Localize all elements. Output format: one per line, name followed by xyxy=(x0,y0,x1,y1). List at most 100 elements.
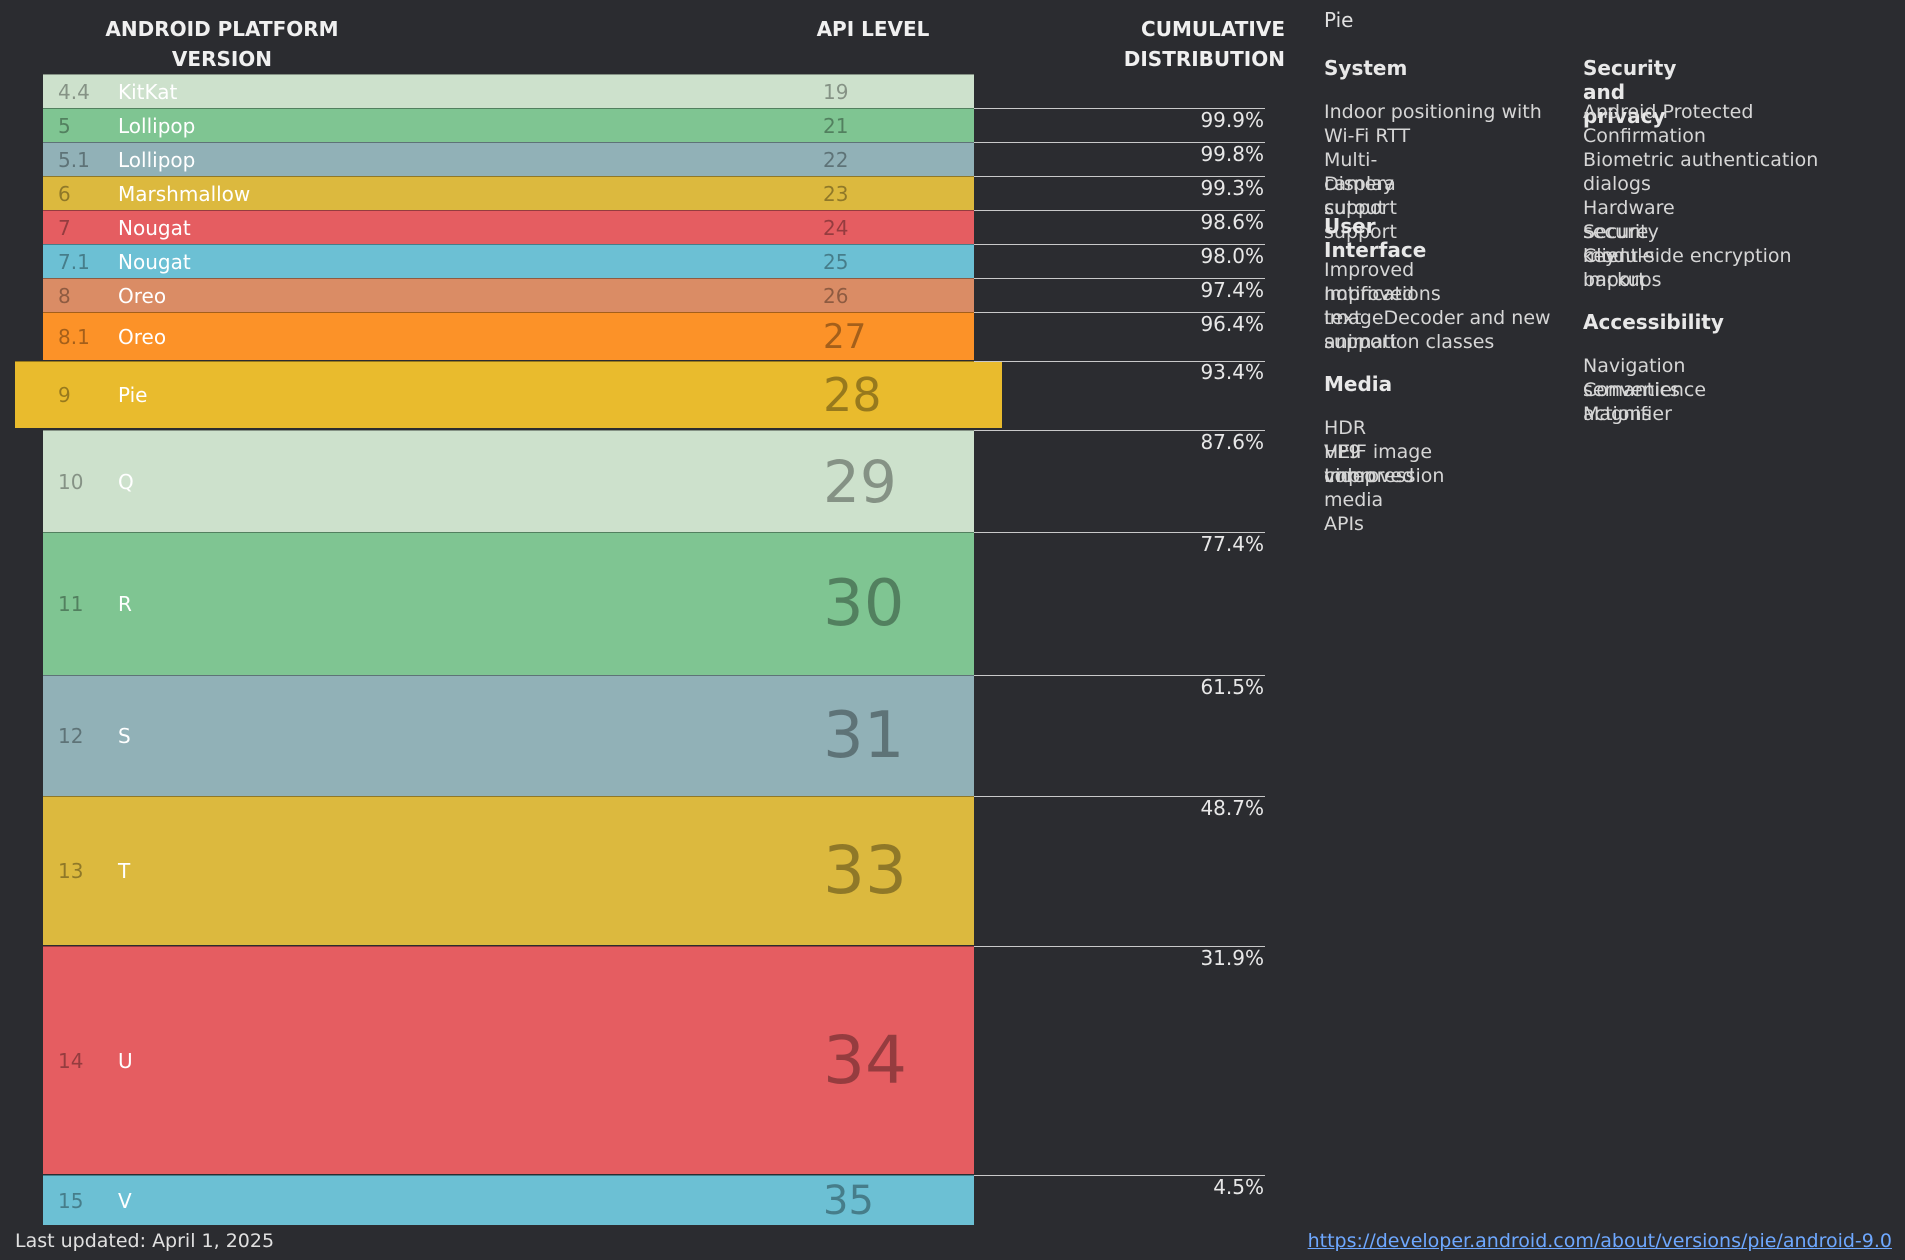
version-name: Oreo xyxy=(118,324,167,349)
version-row-5[interactable]: 5 Lollipop 21 xyxy=(43,108,974,142)
version-number: 5 xyxy=(58,113,71,138)
cumulative-divider xyxy=(974,1175,1265,1176)
version-row-5.1[interactable]: 5.1 Lollipop 22 xyxy=(43,142,974,176)
version-row-7.1[interactable]: 7.1 Nougat 25 xyxy=(43,244,974,278)
cumulative-divider xyxy=(974,108,1265,109)
version-name: Q xyxy=(118,469,134,494)
section-heading-security-privacy: Security and privacy xyxy=(1583,56,1677,128)
version-number: 13 xyxy=(58,859,84,883)
version-number: 12 xyxy=(58,724,84,748)
api-level: 34 xyxy=(823,1021,907,1099)
release-notes-link[interactable]: https://developer.android.com/about/vers… xyxy=(1307,1230,1892,1252)
api-level: 33 xyxy=(823,832,907,909)
cumulative-divider xyxy=(974,946,1265,947)
version-name: V xyxy=(118,1188,132,1213)
version-row-12[interactable]: 12 S 31 xyxy=(43,675,974,796)
cumulative-value: 99.3% xyxy=(1200,176,1264,200)
api-level: 30 xyxy=(823,567,905,641)
cumulative-value: 96.4% xyxy=(1200,312,1264,336)
version-row-9[interactable]: 9 Pie 28 xyxy=(15,361,1002,428)
cumulative-value: 48.7% xyxy=(1200,796,1264,820)
version-row-8.1[interactable]: 8.1 Oreo 27 xyxy=(43,312,974,360)
feature-item: Display cutout support xyxy=(1324,173,1397,243)
feature-item: Hardware security module xyxy=(1583,197,1675,267)
api-level: 27 xyxy=(823,316,867,357)
api-level: 21 xyxy=(823,113,849,138)
version-name: Oreo xyxy=(118,283,167,308)
version-row-6[interactable]: 6 Marshmallow 23 xyxy=(43,176,974,210)
cumulative-divider xyxy=(974,430,1265,431)
version-row-13[interactable]: 13 T 33 xyxy=(43,796,974,945)
version-number: 7 xyxy=(58,215,71,240)
cumulative-value: 99.9% xyxy=(1200,108,1264,132)
feature-item: HDR VP9 video xyxy=(1324,417,1376,487)
feature-item: Improved media APIs xyxy=(1324,465,1415,535)
version-name: Lollipop xyxy=(118,113,196,138)
cumulative-divider xyxy=(974,176,1265,177)
cumulative-value: 31.9% xyxy=(1200,946,1264,970)
feature-item: Navigation semantics xyxy=(1583,355,1686,401)
cumulative-divider xyxy=(974,312,1265,313)
section-heading-system: System xyxy=(1324,56,1408,80)
feature-item: Magnifier xyxy=(1583,403,1672,425)
feature-item: Improved text support xyxy=(1324,283,1415,353)
version-name: KitKat xyxy=(118,79,178,104)
cumulative-value: 98.0% xyxy=(1200,244,1264,268)
api-level: 24 xyxy=(823,215,849,240)
feature-item: HEIF image compression xyxy=(1324,441,1445,487)
version-number: 10 xyxy=(58,469,84,494)
cumulative-divider xyxy=(974,361,1265,362)
api-level: 19 xyxy=(823,79,849,104)
version-number: 5.1 xyxy=(58,147,90,172)
api-level: 25 xyxy=(823,249,849,274)
api-level: 28 xyxy=(823,368,882,422)
version-row-4.4[interactable]: 4.4 KitKat 19 xyxy=(43,74,974,108)
feature-item: ImageDecoder and new animation classes xyxy=(1324,307,1551,353)
api-level: 29 xyxy=(823,447,897,516)
version-number: 4.4 xyxy=(58,79,90,104)
cumulative-value: 99.8% xyxy=(1200,142,1264,166)
version-name: Nougat xyxy=(118,249,191,274)
version-row-7[interactable]: 7 Nougat 24 xyxy=(43,210,974,244)
cumulative-value: 98.6% xyxy=(1200,210,1264,234)
cumulative-value: 4.5% xyxy=(1213,1175,1264,1199)
api-level: 31 xyxy=(823,699,905,773)
feature-item: Android Protected Confirmation xyxy=(1583,101,1754,147)
cumulative-divider xyxy=(974,210,1265,211)
api-level: 26 xyxy=(823,283,849,308)
header-cumulative-distribution: CUMULATIVE DISTRIBUTION xyxy=(1123,17,1285,71)
version-number: 15 xyxy=(58,1188,84,1213)
version-number: 14 xyxy=(58,1048,84,1073)
panel-title: Pie xyxy=(1324,8,1354,32)
cumulative-divider xyxy=(974,278,1265,279)
api-level: 35 xyxy=(823,1177,874,1224)
cumulative-divider xyxy=(974,532,1265,533)
cumulative-value: 87.6% xyxy=(1200,430,1264,454)
cumulative-value: 97.4% xyxy=(1200,278,1264,302)
cumulative-divider xyxy=(974,244,1265,245)
version-row-8[interactable]: 8 Oreo 26 xyxy=(43,278,974,312)
section-heading-media: Media xyxy=(1324,372,1393,396)
version-name: Nougat xyxy=(118,215,191,240)
version-number: 9 xyxy=(58,383,71,407)
version-number: 7.1 xyxy=(58,249,90,274)
version-number: 8 xyxy=(58,283,71,308)
version-row-15[interactable]: 15 V 35 xyxy=(43,1175,974,1225)
version-name: Pie xyxy=(118,383,148,407)
last-updated-text: Last updated: April 1, 2025 xyxy=(15,1230,275,1252)
version-row-11[interactable]: 11 R 30 xyxy=(43,532,974,675)
version-number: 6 xyxy=(58,181,71,206)
section-heading-accessibility: Accessibility xyxy=(1583,310,1724,334)
version-name: R xyxy=(118,592,132,616)
version-name: U xyxy=(118,1048,133,1073)
feature-item: Improved notifications xyxy=(1324,259,1441,305)
api-level: 23 xyxy=(823,181,849,206)
version-name: Lollipop xyxy=(118,147,196,172)
version-name: S xyxy=(118,724,131,748)
version-row-10[interactable]: 10 Q 29 xyxy=(43,430,974,532)
feature-item: Biometric authentication dialogs xyxy=(1583,149,1819,195)
feature-item: Convenience actions xyxy=(1583,379,1707,425)
header-api-level: API LEVEL xyxy=(816,17,930,41)
cumulative-divider xyxy=(974,142,1265,143)
version-row-14[interactable]: 14 U 34 xyxy=(43,946,974,1174)
